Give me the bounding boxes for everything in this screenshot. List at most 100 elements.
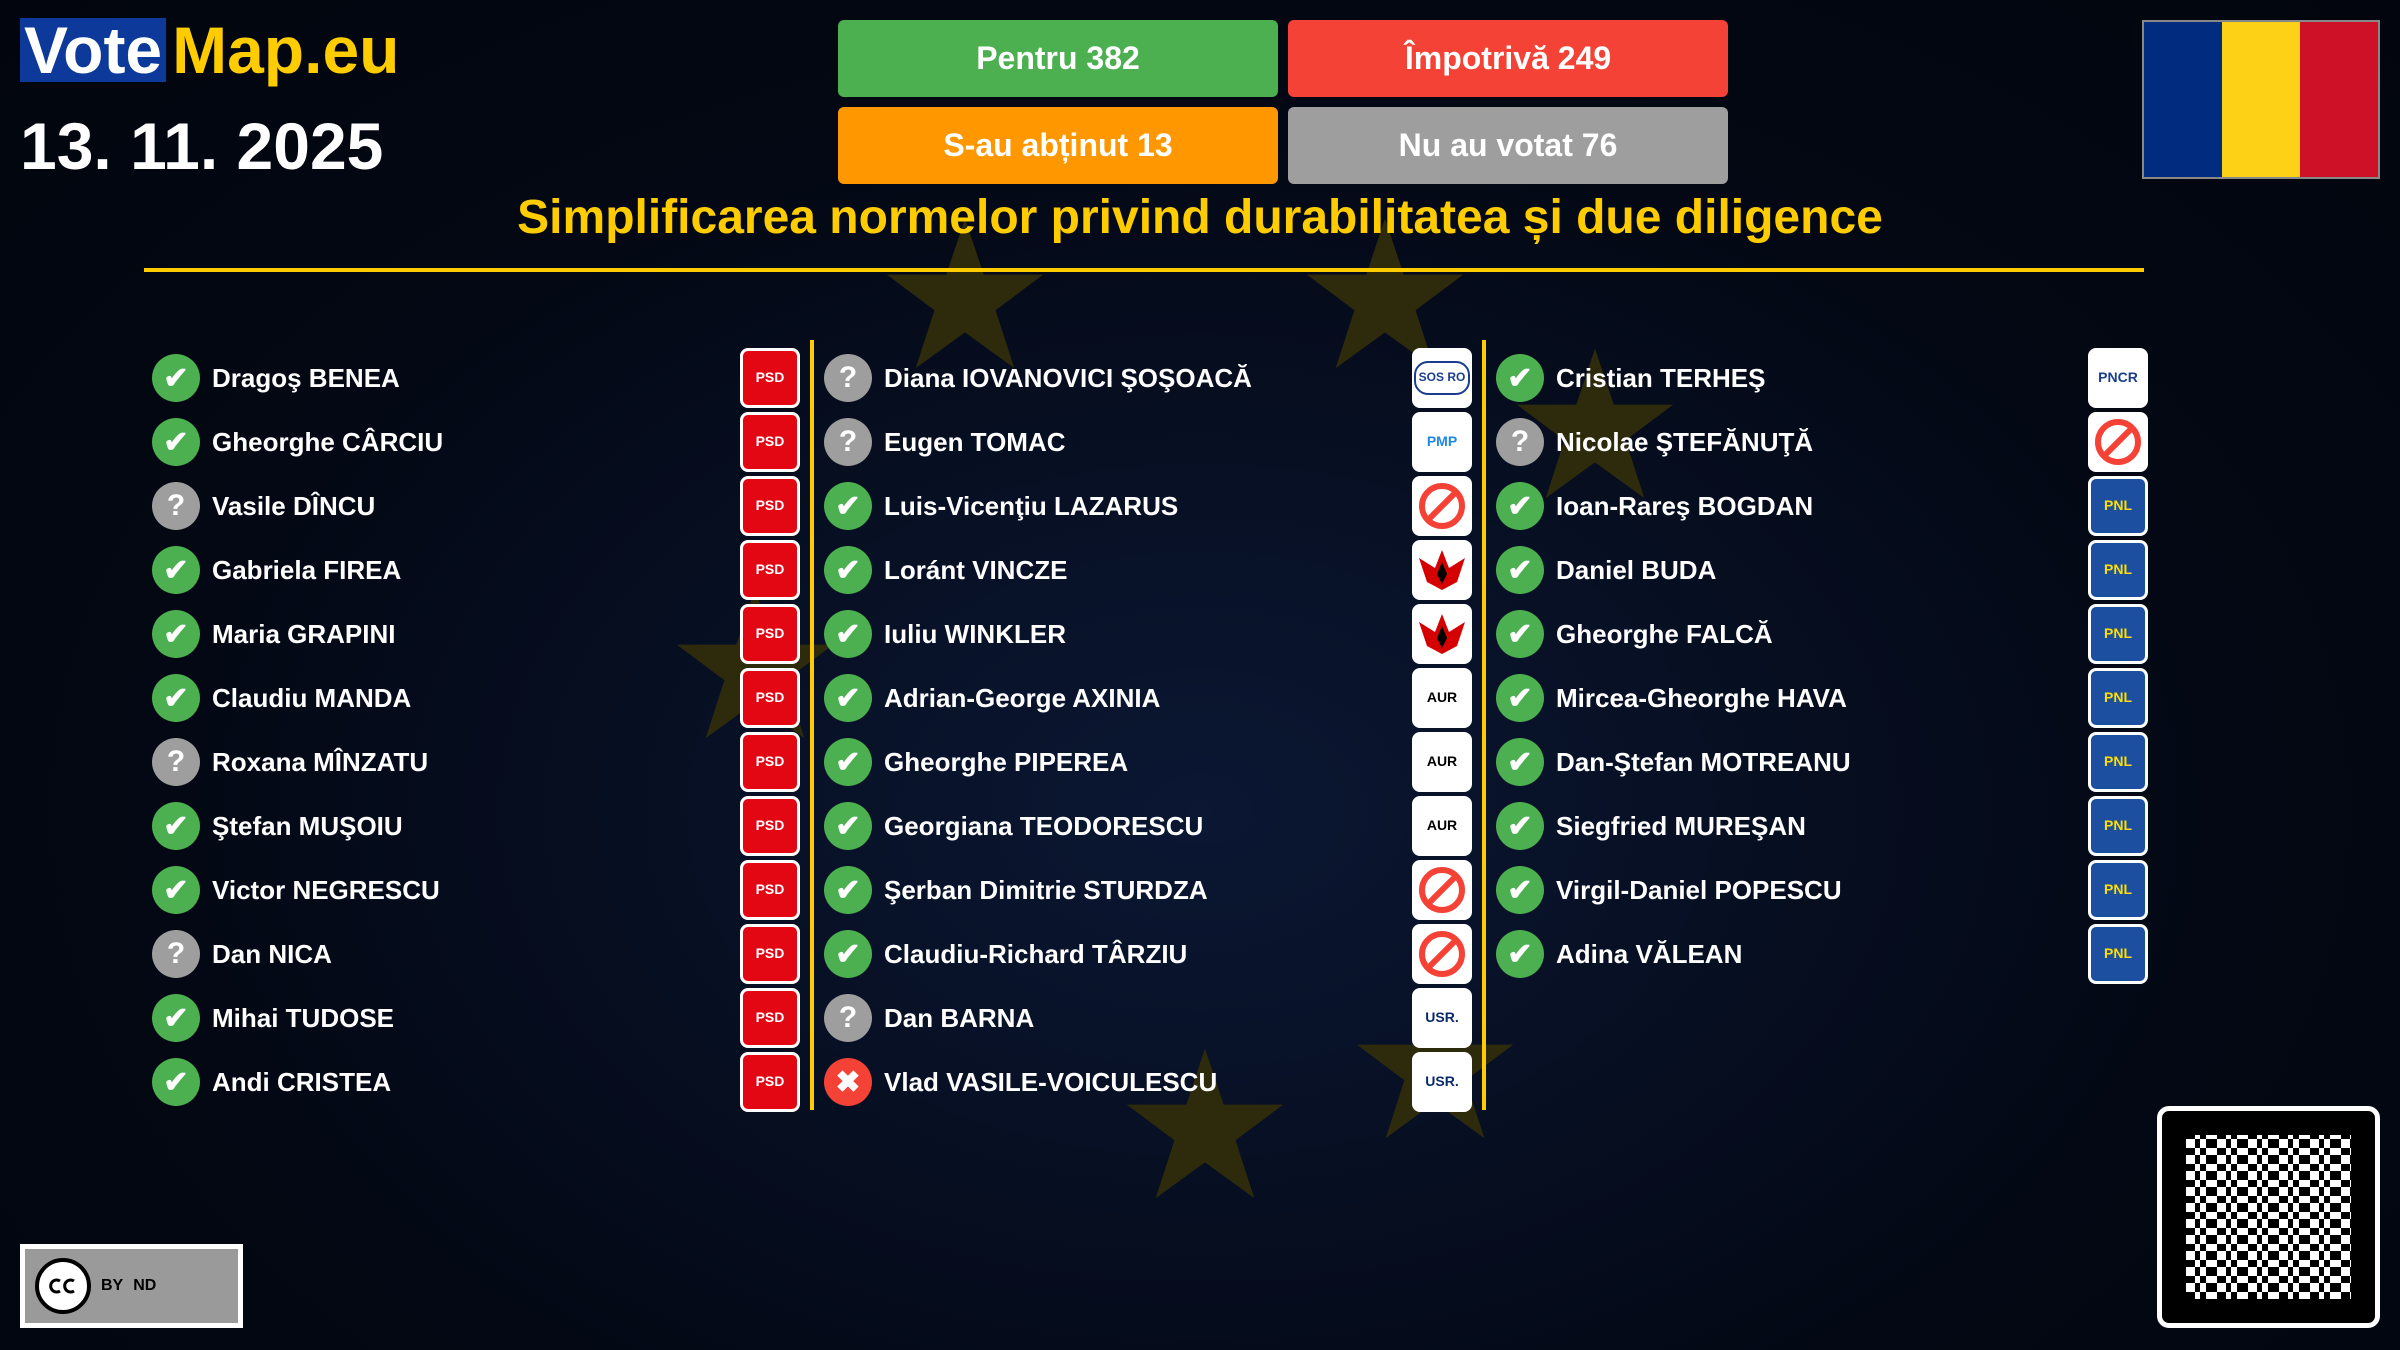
mep-row[interactable]: ✔ Siegfried MUREŞAN PNL [1496,794,2148,858]
vote-for-icon: ✔ [1496,546,1544,594]
party-logo-psd: PSD [740,924,800,984]
mep-name: Cristian TERHEŞ [1556,362,1766,393]
eu-star-decoration [886,218,1044,369]
mep-column-3: ✔ Cristian TERHEŞ PNCR ? Nicolae ŞTEFĂNUŢĂ ✔ I… [1496,346,2148,986]
vote-title: Simplificarea normelor privind durabilit… [517,191,1883,244]
vote-for-icon: ✔ [152,610,200,658]
vote-for-icon: ✔ [824,546,872,594]
mep-name: Georgiana TEODORESCU [884,810,1204,841]
vote-for-icon: ✔ [824,802,872,850]
mep-row[interactable]: ✔ Mircea-Gheorghe HAVA PNL [1496,666,2148,730]
mep-row[interactable]: ✔ Georgiana TEODORESCU AUR [824,794,1472,858]
party-logo-text: PSD [755,881,785,898]
mep-row[interactable]: ? Dan NICA PSD [152,922,800,986]
mep-row[interactable]: ✔ Victor NEGRESCU PSD [152,858,800,922]
tally-abstain: S-au abținut 13 [838,107,1278,184]
party-logo-psd: PSD [740,796,800,856]
party-logo-pnl: PNL [2088,860,2148,920]
mep-row[interactable]: ✔ Ioan-Rareş BOGDAN PNL [1496,474,2148,538]
party-logo-pnl: PNL [2088,476,2148,536]
cc-icon [35,1258,91,1314]
party-logo-pnl: PNL [2088,796,2148,856]
party-logo-text: PMP [1426,433,1458,450]
mep-row[interactable]: ✔ Gheorghe PIPEREA AUR [824,730,1472,794]
party-logo-text: PNCR [2098,369,2138,386]
mep-row[interactable]: ✔ Andi CRISTEA PSD [152,1050,800,1114]
mep-row[interactable]: ✔ Claudiu-Richard TÂRZIU [824,922,1472,986]
mep-row[interactable]: ✔ Dragoş BENEA PSD [152,346,800,410]
mep-row[interactable]: ? Eugen TOMAC PMP [824,410,1472,474]
mep-row[interactable]: ✔ Gabriela FIREA PSD [152,538,800,602]
mep-row[interactable]: ✔ Loránt VINCZE [824,538,1472,602]
mep-row[interactable]: ✔ Virgil-Daniel POPESCU PNL [1496,858,2148,922]
mep-name: Victor NEGRESCU [212,874,440,905]
mep-row[interactable]: ? Nicolae ŞTEFĂNUŢĂ [1496,410,2148,474]
vote-absent-icon: ? [152,930,200,978]
mep-row[interactable]: ✔ Maria GRAPINI PSD [152,602,800,666]
vote-date: 13. 11. 2025 [20,109,384,183]
mep-row[interactable]: ✔ Cristian TERHEŞ PNCR [1496,346,2148,410]
qr-code[interactable] [2157,1106,2380,1328]
vote-for-icon: ✔ [824,610,872,658]
party-logo-text: PSD [755,1009,785,1026]
party-logo-text: SOS RO [1413,361,1471,395]
mep-row[interactable]: ? Roxana MÎNZATU PSD [152,730,800,794]
mep-row[interactable]: ✔ Gheorghe CÂRCIU PSD [152,410,800,474]
mep-row[interactable]: ✔ Luis-Vicenţiu LAZARUS [824,474,1472,538]
vote-for-icon: ✔ [1496,738,1544,786]
party-logo-text: AUR [1426,689,1458,706]
party-logo-aur: AUR [1412,668,1472,728]
tally-for: Pentru 382 [838,20,1278,97]
party-logo-text: PNL [2104,881,2132,898]
mep-row[interactable]: ✔ Daniel BUDA PNL [1496,538,2148,602]
mep-row[interactable]: ✔ Claudiu MANDA PSD [152,666,800,730]
party-logo-pmp: PMP [1412,412,1472,472]
mep-row[interactable]: ? Dan BARNA USR. [824,986,1472,1050]
vote-for-icon: ✔ [152,674,200,722]
party-logo-psd: PSD [740,860,800,920]
mep-name: Ştefan MUŞOIU [212,810,403,841]
party-logo-text: PNL [2104,625,2132,642]
party-logo-pnl: PNL [2088,732,2148,792]
mep-row[interactable]: ? Diana IOVANOVICI ŞOŞOACĂ SOS RO [824,346,1472,410]
logo-vote: Vote [20,17,167,83]
party-logo-none [1412,860,1472,920]
mep-row[interactable]: ✔ Adina VĂLEAN PNL [1496,922,2148,986]
eu-star-decoration [1516,348,1674,499]
party-logo-text: PSD [755,753,785,770]
mep-row[interactable]: ✔ Mihai TUDOSE PSD [152,986,800,1050]
mep-row[interactable]: ✔ Adrian-George AXINIA AUR [824,666,1472,730]
party-logo-text: PNL [2104,753,2132,770]
party-logo-none [1412,476,1472,536]
mep-name: Ioan-Rareş BOGDAN [1556,490,1814,521]
party-logo-pncr: PNCR [2088,348,2148,408]
mep-name: Dan-Ştefan MOTREANU [1556,746,1851,777]
mep-row[interactable]: ✔ Şerban Dimitrie STURDZA [824,858,1472,922]
title-divider [144,268,2144,272]
mep-row[interactable]: ✖ Vlad VASILE-VOICULESCU USR. [824,1050,1472,1114]
party-logo-text: PNL [2104,561,2132,578]
mep-name: Şerban Dimitrie STURDZA [884,874,1208,905]
mep-name: Dan NICA [212,938,332,969]
mep-row[interactable]: ? Vasile DÎNCU PSD [152,474,800,538]
mep-name: Daniel BUDA [1556,554,1717,585]
mep-row[interactable]: ✔ Ştefan MUŞOIU PSD [152,794,800,858]
mep-name: Mihai TUDOSE [212,1002,395,1033]
eu-star-decoration [1306,218,1464,369]
mep-name: Iuliu WINKLER [884,618,1066,649]
party-logo-psd: PSD [740,668,800,728]
mep-row[interactable]: ✔ Dan-Ştefan MOTREANU PNL [1496,730,2148,794]
mep-row[interactable]: ✔ Gheorghe FALCĂ PNL [1496,602,2148,666]
party-logo-psd: PSD [740,988,800,1048]
vote-for-icon: ✔ [152,1058,200,1106]
cc-by-nd-license: BY ND [20,1244,243,1328]
vote-for-icon: ✔ [1496,674,1544,722]
mep-row[interactable]: ✔ Iuliu WINKLER [824,602,1472,666]
votemap-logo[interactable]: Vote Map.eu [20,13,399,87]
logo-map: Map.eu [172,13,400,87]
mep-name: Adrian-George AXINIA [884,682,1161,713]
vote-absent-icon: ? [152,738,200,786]
column-divider [1482,340,1486,1110]
vote-against-icon: ✖ [824,1058,872,1106]
mep-name: Roxana MÎNZATU [212,746,429,777]
